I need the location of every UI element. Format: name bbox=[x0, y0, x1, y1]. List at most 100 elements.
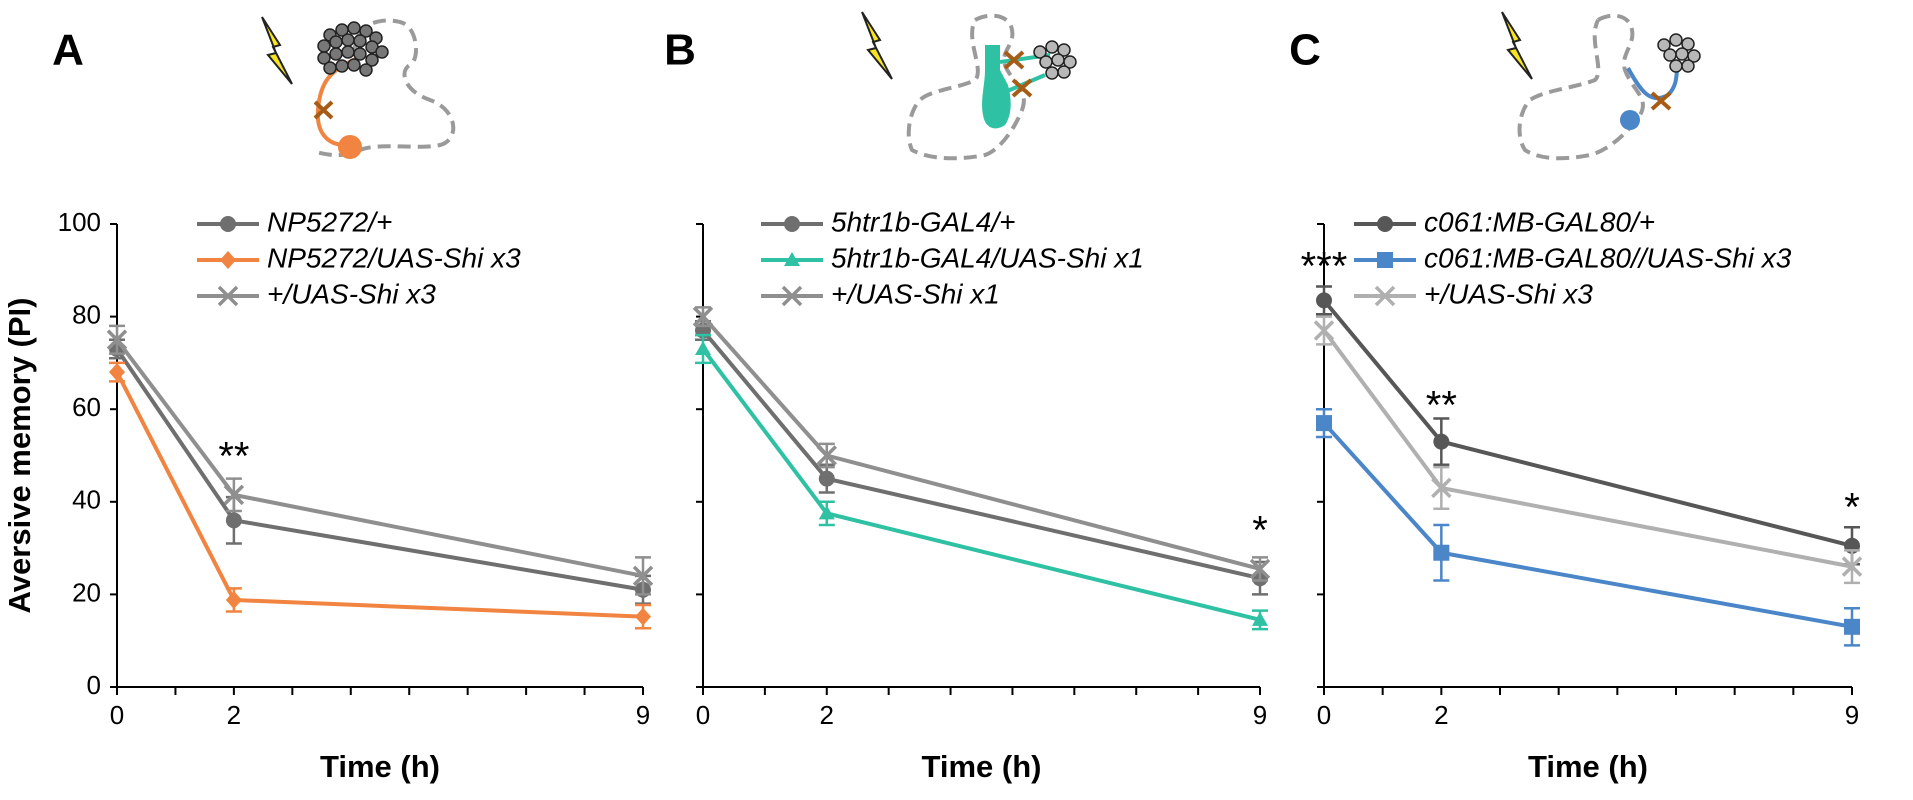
data-point bbox=[635, 607, 651, 626]
data-point bbox=[1841, 556, 1863, 577]
significance-label: *** bbox=[1301, 245, 1348, 289]
neuron-body bbox=[982, 45, 1011, 129]
significance-label: ** bbox=[218, 434, 249, 478]
lightning-bolt-icon bbox=[1501, 11, 1533, 80]
schematic-a bbox=[261, 16, 456, 159]
data-point bbox=[1313, 320, 1335, 341]
series-line bbox=[1322, 329, 1853, 569]
significance-label: * bbox=[1252, 508, 1268, 552]
data-point bbox=[106, 329, 128, 350]
significance-label: ** bbox=[1426, 383, 1457, 427]
data-point bbox=[818, 470, 835, 487]
significance-label: * bbox=[1844, 485, 1860, 529]
panel-letter: B bbox=[664, 26, 696, 75]
legend-label: +/UAS-Shi x3 bbox=[1424, 278, 1593, 309]
data-series bbox=[106, 324, 654, 596]
data-point bbox=[784, 216, 800, 232]
data-series bbox=[1316, 407, 1860, 647]
data-point bbox=[225, 590, 242, 609]
data-point bbox=[692, 306, 714, 327]
x-axis-title: Time (h) bbox=[922, 749, 1042, 784]
y-tick-label: 0 bbox=[87, 670, 101, 700]
data-series bbox=[1316, 285, 1860, 566]
series-line bbox=[115, 347, 644, 592]
data-point bbox=[1844, 618, 1860, 635]
data-point bbox=[1377, 252, 1393, 268]
x-tick-label: 9 bbox=[1253, 700, 1267, 730]
legend: c061:MB-GAL80/+ c061:MB-GAL80//UAS-Shi x3… bbox=[1354, 206, 1792, 309]
kenyon-cell-cluster bbox=[317, 21, 389, 77]
series-line bbox=[701, 329, 1261, 581]
data-series bbox=[109, 361, 651, 630]
y-axis-title: Aversive memory (PI) bbox=[2, 298, 37, 614]
kenyon-cell-cluster bbox=[1657, 33, 1701, 73]
data-series bbox=[109, 338, 651, 605]
y-tick-label: 60 bbox=[72, 392, 101, 422]
x-tick-label: 0 bbox=[696, 700, 710, 730]
data-series bbox=[695, 333, 1268, 631]
panel-letter: A bbox=[52, 26, 84, 75]
block-cross-icon bbox=[1650, 91, 1672, 111]
legend-label: +/UAS-Shi x1 bbox=[831, 278, 1000, 309]
data-point bbox=[784, 252, 800, 266]
x-tick-label: 9 bbox=[1845, 700, 1859, 730]
schematic-c bbox=[1501, 11, 1701, 161]
legend-label: 5htr1b-GAL4/UAS-Shi x1 bbox=[831, 242, 1144, 273]
lightning-bolt-icon bbox=[861, 11, 893, 80]
data-point bbox=[217, 285, 239, 307]
x-tick-label: 2 bbox=[227, 700, 241, 730]
series-line bbox=[701, 347, 1261, 622]
x-tick-label: 2 bbox=[820, 700, 834, 730]
brain-outline bbox=[1517, 13, 1645, 161]
series-line bbox=[115, 338, 644, 578]
data-point bbox=[1374, 285, 1396, 307]
kenyon-cell-cluster bbox=[1033, 40, 1077, 80]
legend: NP5272/+ NP5272/UAS-Shi x3 +/UAS-Shi x3 bbox=[197, 206, 521, 309]
data-point bbox=[1316, 415, 1332, 432]
y-tick-label: 100 bbox=[58, 207, 101, 237]
schematic-b bbox=[861, 11, 1077, 161]
x-tick-label: 0 bbox=[110, 700, 124, 730]
x-tick-label: 9 bbox=[636, 700, 650, 730]
lightning-bolt-icon bbox=[261, 16, 293, 85]
legend-label: +/UAS-Shi x3 bbox=[267, 278, 436, 309]
data-point bbox=[223, 484, 245, 506]
neuron-soma bbox=[338, 135, 362, 159]
series-line bbox=[701, 315, 1261, 571]
data-point bbox=[1433, 433, 1450, 450]
brain-schematics bbox=[261, 11, 1701, 161]
data-point bbox=[695, 341, 711, 356]
data-point bbox=[1377, 216, 1393, 232]
chart-panel-b: B 0 2 9 Time (h) * 5htr1b-GAL4/+ 5htr1b-GAL4/UA… bbox=[664, 26, 1271, 784]
data-point bbox=[1433, 544, 1450, 561]
legend-label: c061:MB-GAL80//UAS-Shi x3 bbox=[1424, 242, 1792, 273]
data-point bbox=[1252, 611, 1268, 626]
block-cross-icon bbox=[1003, 50, 1025, 70]
block-cross-icon bbox=[313, 100, 334, 120]
data-point bbox=[225, 512, 242, 529]
data-point bbox=[1249, 558, 1271, 580]
y-tick-label: 20 bbox=[72, 577, 101, 607]
data-series bbox=[692, 306, 1271, 582]
data-point bbox=[220, 216, 236, 232]
data-point bbox=[109, 363, 125, 382]
data-series bbox=[1313, 315, 1863, 585]
data-point bbox=[220, 251, 236, 269]
brain-outline bbox=[906, 13, 1026, 161]
neuron-soma bbox=[1620, 110, 1640, 130]
data-point bbox=[1316, 292, 1332, 309]
legend-label: 5htr1b-GAL4/+ bbox=[831, 206, 1015, 237]
x-tick-label: 0 bbox=[1317, 700, 1331, 730]
data-point bbox=[781, 285, 803, 307]
panel-letter: C bbox=[1289, 26, 1321, 75]
data-point bbox=[818, 505, 835, 520]
legend-label: NP5272/+ bbox=[267, 206, 392, 237]
data-point bbox=[1431, 477, 1452, 499]
x-tick-label: 2 bbox=[1434, 700, 1448, 730]
series-line bbox=[115, 371, 644, 619]
data-point bbox=[632, 565, 654, 587]
y-tick-label: 40 bbox=[72, 485, 101, 515]
block-cross-icon bbox=[1011, 78, 1033, 98]
